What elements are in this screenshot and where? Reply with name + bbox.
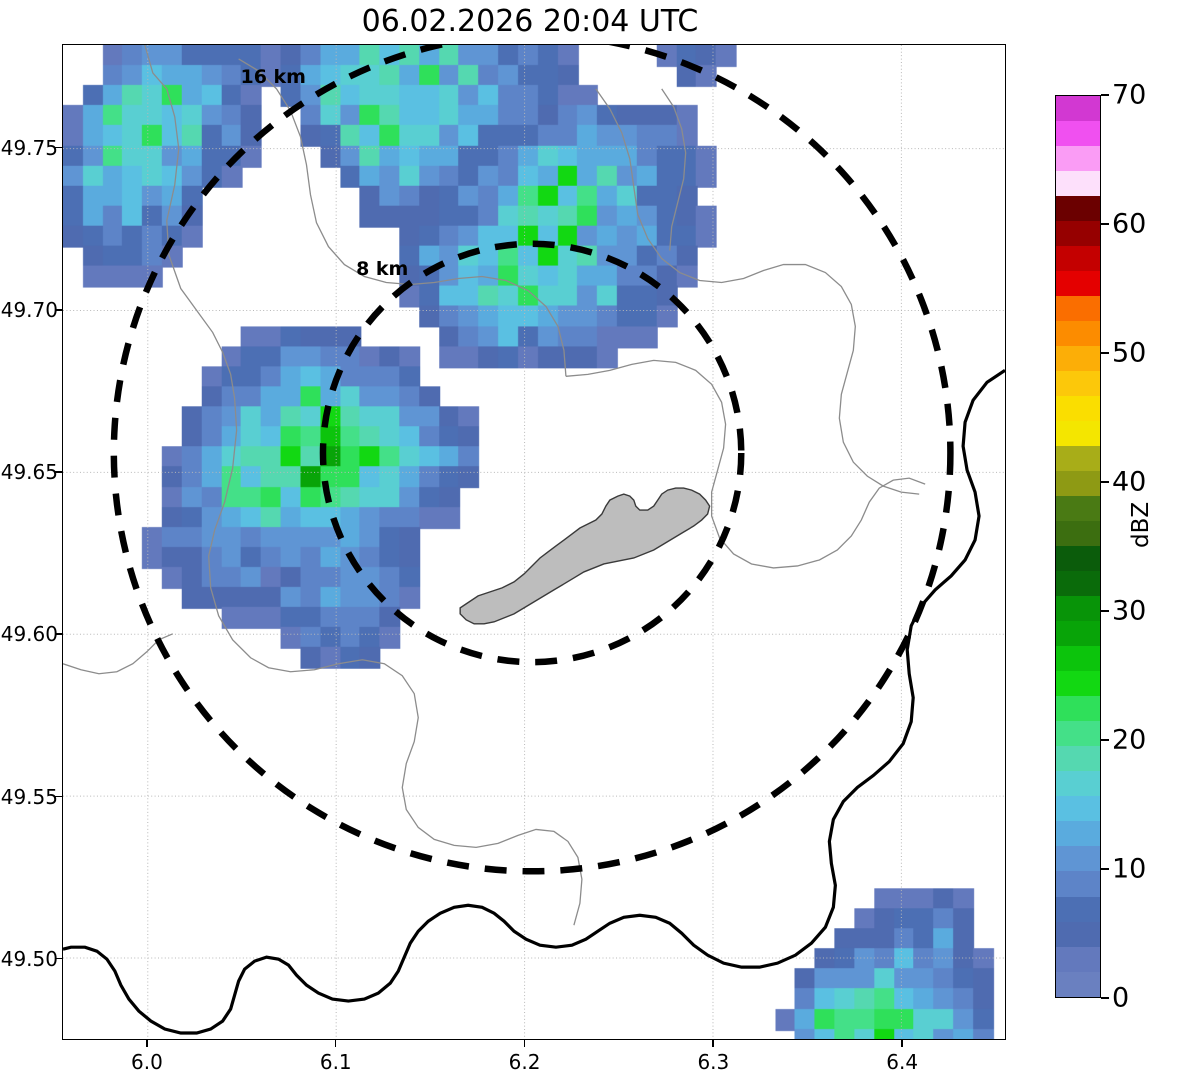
colorbar-tick-label: 40: [1112, 466, 1147, 498]
colorbar-band: [1056, 421, 1100, 447]
colorbar-tick-mark: [1101, 997, 1109, 999]
colorbar-band: [1056, 746, 1100, 772]
colorbar-band: [1056, 96, 1100, 122]
colorbar-tick-mark: [1101, 223, 1109, 225]
colorbar-tick-label: 10: [1112, 853, 1147, 885]
colorbar-band: [1056, 721, 1100, 747]
colorbar-band: [1056, 871, 1100, 897]
city-polygon: [459, 487, 711, 625]
y-tick-mark: [55, 957, 62, 960]
colorbar-band: [1056, 896, 1100, 922]
colorbar-tick-label: 0: [1112, 982, 1130, 1014]
colorbar-tick-mark: [1101, 352, 1109, 354]
colorbar-band: [1056, 946, 1100, 972]
colorbar-band: [1056, 446, 1100, 472]
colorbar-band: [1056, 796, 1100, 822]
y-tick-label: 49.55: [0, 784, 58, 809]
colorbar-tick-label: 20: [1112, 724, 1147, 756]
range-ring-label-16km: 16 km: [240, 65, 306, 88]
y-tick-mark: [55, 471, 62, 473]
colorbar-band: [1056, 221, 1100, 247]
admin-borders: [63, 45, 926, 926]
country-border: [63, 369, 1005, 1035]
colorbar-band: [1056, 371, 1100, 397]
colorbar-band: [1056, 596, 1100, 622]
colorbar-band: [1056, 121, 1100, 147]
colorbar-tick-label: 30: [1112, 595, 1147, 627]
y-tick-mark: [55, 309, 62, 311]
y-tick-label: 49.60: [0, 622, 58, 647]
x-tick-label: 6.1: [319, 1050, 352, 1074]
colorbar-tick-mark: [1101, 481, 1109, 483]
x-tick-label: 6.2: [508, 1050, 541, 1074]
colorbar-tick-label: 60: [1112, 208, 1147, 240]
colorbar-band: [1056, 246, 1100, 272]
colorbar-band: [1056, 546, 1100, 572]
colorbar-band: [1056, 671, 1100, 697]
dbz-colorbar[interactable]: [1055, 95, 1101, 998]
y-tick-label: 49.75: [0, 135, 58, 160]
y-tick-mark: [55, 146, 62, 149]
colorbar-band: [1056, 171, 1100, 197]
colorbar-tick-mark: [1101, 739, 1109, 741]
x-tick-label: 6.0: [131, 1050, 163, 1074]
range-ring-16km: [110, 45, 954, 875]
colorbar-tick-label: 50: [1112, 337, 1147, 369]
x-tick-mark: [901, 1040, 903, 1047]
y-tick-label: 49.50: [0, 946, 58, 971]
colorbar-band: [1056, 846, 1100, 872]
colorbar-tick-label: 70: [1112, 79, 1147, 111]
colorbar-band: [1056, 146, 1100, 172]
colorbar-band: [1056, 271, 1100, 297]
range-rings: [110, 45, 954, 875]
colorbar-band: [1056, 321, 1100, 347]
colorbar-band: [1056, 971, 1100, 997]
y-tick-label: 49.65: [0, 460, 58, 485]
y-tick-mark: [55, 795, 62, 798]
y-tick-label: 49.70: [0, 298, 58, 323]
colorbar-band: [1056, 771, 1100, 797]
y-tick-mark: [55, 633, 62, 636]
x-tick-mark: [712, 1040, 714, 1047]
colorbar-band: [1056, 296, 1100, 322]
x-tick-label: 6.4: [886, 1050, 919, 1074]
colorbar-band: [1056, 621, 1100, 647]
colorbar-band: [1056, 821, 1100, 847]
colorbar-axis-label: dBZ: [1128, 501, 1154, 548]
colorbar-band: [1056, 571, 1100, 597]
x-tick-mark: [145, 1040, 148, 1047]
page-title: 06.02.2026 20:04 UTC: [361, 4, 699, 39]
colorbar-band: [1056, 646, 1100, 672]
x-tick-mark: [334, 1040, 337, 1047]
colorbar-band: [1056, 196, 1100, 222]
colorbar-band: [1056, 496, 1100, 522]
x-tick-label: 6.3: [697, 1050, 730, 1074]
x-tick-mark: [523, 1040, 526, 1047]
colorbar-band: [1056, 346, 1100, 372]
colorbar-band: [1056, 471, 1100, 497]
colorbar-band: [1056, 696, 1100, 722]
colorbar-tick-mark: [1101, 610, 1109, 612]
map-overlay-layer: [63, 45, 1005, 1039]
colorbar-band: [1056, 521, 1100, 547]
colorbar-band: [1056, 396, 1100, 422]
radar-map-axes[interactable]: 16 km 8 km: [62, 44, 1006, 1040]
range-ring-8km: [319, 240, 745, 666]
colorbar-tick-mark: [1101, 94, 1109, 96]
range-ring-label-8km: 8 km: [356, 258, 409, 281]
colorbar-band: [1056, 921, 1100, 947]
colorbar-tick-mark: [1101, 868, 1109, 870]
